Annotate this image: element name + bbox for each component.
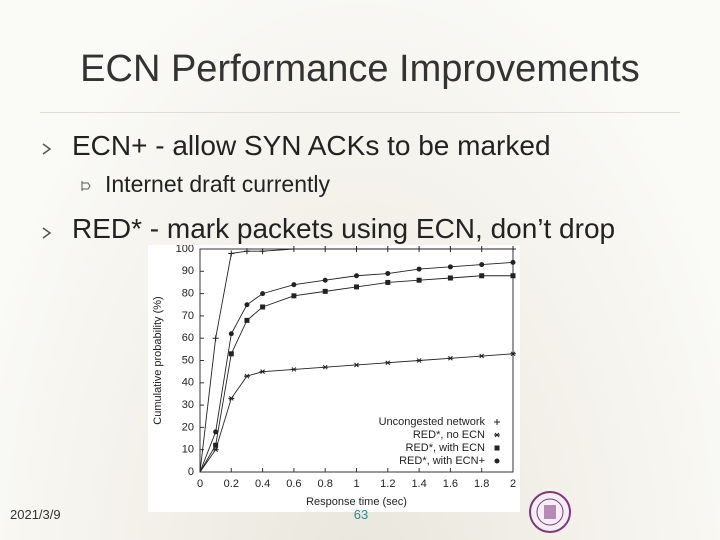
- marker: [385, 271, 391, 277]
- marker: [510, 351, 516, 357]
- separator: [40, 112, 680, 113]
- marker: [354, 284, 359, 290]
- marker: [479, 262, 485, 268]
- marker: [212, 335, 219, 342]
- y-tick-label: 50: [182, 354, 194, 366]
- footer-date: 2021/3/9: [10, 507, 61, 522]
- y-tick-label: 60: [182, 332, 194, 344]
- x-axis-label: Response time (sec): [306, 496, 407, 508]
- marker: [228, 396, 235, 401]
- page-number: 63: [353, 507, 369, 522]
- legend-marker: [494, 458, 500, 464]
- marker: [322, 277, 328, 283]
- y-tick-label: 90: [182, 265, 194, 277]
- x-tick-label: 0.2: [224, 478, 239, 490]
- y-tick-label: 0: [188, 466, 194, 478]
- marker: [243, 373, 250, 379]
- legend-marker: [494, 445, 500, 451]
- marker: [291, 282, 297, 288]
- marker: [447, 355, 454, 361]
- marker: [260, 291, 266, 297]
- x-tick-label: 1.2: [380, 478, 395, 490]
- marker: [384, 360, 391, 366]
- marker: [259, 369, 266, 375]
- marker: [290, 246, 297, 252]
- y-tick-label: 20: [182, 421, 194, 433]
- y-axis-label: Cumulative probability (%): [152, 296, 164, 424]
- marker: [384, 246, 391, 252]
- y-tick-label: 10: [182, 444, 194, 456]
- marker: [416, 358, 423, 363]
- marker: [510, 259, 516, 265]
- marker: [447, 275, 453, 281]
- y-tick-label: 70: [182, 310, 194, 322]
- bullet-icon: [42, 227, 52, 239]
- chart: 0 10 20 30 40 50 60 70 80 90 100 0 0.2 0.4 0.6 0.8 1 1.2 1…: [148, 245, 520, 512]
- marker: [291, 293, 297, 299]
- marker: [228, 250, 235, 257]
- y-tick-label: 30: [182, 399, 194, 411]
- bullet: ECN+ - allow SYN ACKs to be marked: [72, 130, 551, 161]
- x-tick-label: 1: [353, 478, 359, 490]
- marker: [353, 362, 360, 368]
- marker: [353, 246, 360, 252]
- marker: [385, 279, 391, 285]
- marker: [322, 288, 328, 294]
- x-tick-label: 0.6: [286, 478, 301, 490]
- marker: [244, 317, 250, 323]
- bullet-icon: [42, 143, 52, 155]
- marker: [290, 367, 297, 372]
- marker: [510, 273, 516, 279]
- slide-title: ECN Performance Improvements: [80, 48, 640, 90]
- marker: [244, 302, 250, 308]
- legend-label: RED*, no ECN: [413, 429, 485, 441]
- marker: [228, 351, 234, 357]
- sub-bullet: Internet draft currently: [105, 171, 330, 197]
- marker: [416, 266, 422, 272]
- marker: [322, 246, 329, 252]
- legend-label: Uncongested network: [379, 416, 486, 428]
- x-tick-label: 1.6: [443, 478, 458, 490]
- y-tick-label: 80: [182, 288, 194, 300]
- y-tick-label: 40: [182, 377, 194, 389]
- logo: [529, 491, 571, 533]
- marker: [213, 429, 219, 435]
- marker: [478, 353, 485, 359]
- sub-bullet-icon: [81, 181, 91, 191]
- marker: [259, 248, 266, 255]
- legend-marker: [494, 432, 500, 438]
- marker: [260, 304, 266, 310]
- marker: [243, 248, 250, 255]
- x-tick-label: 0.8: [318, 478, 333, 490]
- legend-label: RED*, with ECN+: [399, 455, 485, 467]
- marker: [322, 364, 329, 370]
- marker: [447, 246, 454, 252]
- marker: [416, 246, 423, 252]
- marker: [213, 442, 219, 448]
- y-tick-label: 100: [176, 245, 194, 255]
- legend-label: RED*, with ECN: [406, 442, 486, 454]
- legend-marker: [494, 419, 500, 425]
- x-tick-label: 2: [510, 478, 516, 490]
- bullet: RED* - mark packets using ECN, don’t dro…: [72, 213, 616, 244]
- x-tick-label: 0: [197, 478, 203, 490]
- marker: [228, 331, 234, 337]
- marker: [354, 273, 359, 279]
- x-tick-label: 1.4: [411, 478, 426, 490]
- marker: [447, 264, 453, 270]
- marker: [478, 246, 485, 252]
- x-tick-label: 0.4: [255, 478, 270, 490]
- marker: [479, 273, 485, 279]
- marker: [416, 277, 422, 283]
- x-tick-label: 1.8: [474, 478, 489, 490]
- marker: [510, 246, 516, 252]
